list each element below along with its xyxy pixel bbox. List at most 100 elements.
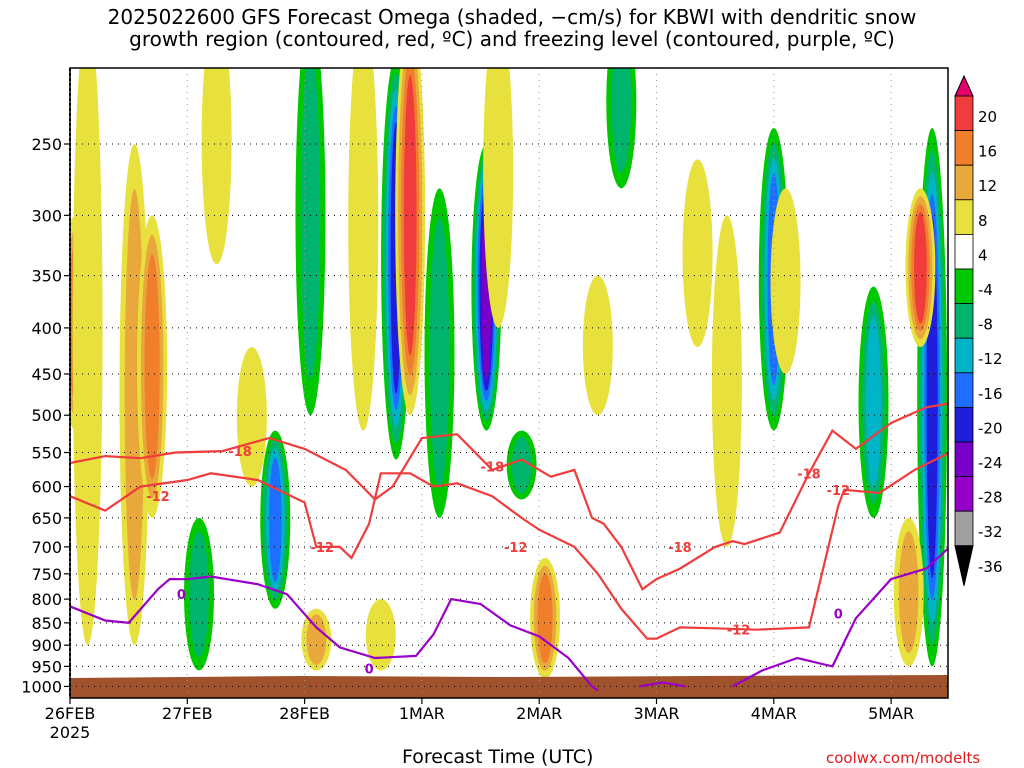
contour-lines: -18 -18 -18 -18 -12 -12 -12 -12 -12 0 0 0 (70, 402, 948, 692)
omega-cell (483, 68, 514, 328)
colorbar-label: -24 (978, 454, 1003, 472)
omega-cell (511, 436, 532, 494)
x-axis-ticks: 26FEB 27FEB 28FEB 1MAR 2MAR 3MAR 4MAR 5MAR 2025 (45, 698, 914, 742)
omega-cell (582, 275, 613, 416)
y-tick-label: 700 (31, 538, 62, 557)
omega-cell (306, 614, 327, 665)
colorbar-label: -28 (978, 489, 1003, 507)
contour-freezing_0b (638, 681, 686, 688)
y-tick-label: 650 (31, 509, 62, 528)
omega-cell (898, 531, 919, 653)
omega-cell (300, 68, 321, 380)
y-tick-label: 900 (31, 636, 62, 655)
x-tick-label: 2MAR (516, 704, 562, 723)
omega-cell (682, 159, 713, 347)
contour-label: -18 (797, 467, 821, 482)
contour-label: -12 (146, 490, 170, 505)
title-line-1: 2025022600 GFS Forecast Omega (shaded, −… (107, 5, 917, 29)
colorbar-label: -32 (978, 523, 1003, 541)
plot-frame (69, 67, 949, 699)
omega-cell (865, 316, 882, 489)
omega-cell (189, 531, 209, 657)
x-tick-label: 26FEB (45, 704, 96, 723)
x-year-label: 2025 (50, 723, 91, 742)
contour-label: -18 (668, 541, 692, 556)
y-tick-label: 400 (31, 319, 62, 338)
contour-label: -18 (481, 460, 505, 475)
colorbar: 20 16 12 8 4 -4 -8 -12 -16 -20 -24 -28 -32 -36 (954, 74, 1003, 586)
omega-cell (365, 599, 396, 671)
contour-label: -12 (310, 541, 334, 556)
colorbar-label: 20 (978, 108, 997, 126)
omega-cell (711, 215, 742, 547)
omega-cell (403, 75, 417, 356)
colorbar-top-arrow (954, 74, 974, 97)
y-tick-label: 350 (31, 267, 62, 286)
colorbar-label: 12 (978, 177, 997, 195)
colorbar-swatch (954, 130, 974, 166)
y-tick-label: 850 (31, 614, 62, 633)
colorbar-label: 8 (978, 212, 988, 230)
colorbar-label: -8 (978, 316, 993, 334)
colorbar-swatch (954, 406, 974, 443)
x-tick-label: 5MAR (868, 704, 914, 723)
x-tick-label: 28FEB (279, 704, 330, 723)
y-tick-label: 950 (31, 657, 62, 676)
contour-label: -12 (827, 484, 851, 499)
contour-label: -12 (504, 541, 528, 556)
y-tick-label: 500 (31, 406, 62, 425)
contour-dgz_minus18 (70, 402, 948, 591)
colorbar-label: -16 (978, 385, 1003, 403)
contour-label: -18 (228, 445, 252, 460)
y-tick-label: 450 (31, 365, 62, 384)
y-tick-label: 600 (31, 478, 62, 497)
y-tick-label: 1000 (21, 677, 62, 696)
contour-label: 0 (365, 662, 374, 677)
colorbar-swatch (954, 303, 974, 339)
colorbar-label: -20 (978, 419, 1003, 437)
colorbar-label: 16 (978, 143, 997, 161)
omega-cell (348, 68, 379, 431)
x-tick-label: 4MAR (751, 704, 797, 723)
contour-label: 0 (834, 608, 843, 623)
omega-cell (201, 68, 232, 265)
credit-link[interactable]: coolwx.com/modelts (826, 749, 981, 767)
y-tick-label: 300 (31, 206, 62, 225)
omega-cell (144, 254, 160, 479)
x-axis-title: Forecast Time (UTC) (402, 746, 594, 768)
x-tick-label: 3MAR (633, 704, 679, 723)
omega-cell (537, 573, 553, 664)
title-line-2: growth region (contoured, red, ºC) and f… (129, 27, 895, 51)
x-tick-label: 1MAR (399, 704, 445, 723)
omega-cell (429, 218, 450, 489)
colorbar-label: -4 (978, 281, 993, 299)
colorbar-label: 4 (978, 246, 988, 264)
colorbar-swatch (954, 268, 974, 304)
colorbar-label: -12 (978, 350, 1003, 368)
contour-dgz_minus12 (70, 452, 948, 640)
omega-shading (70, 68, 948, 679)
omega-cell (236, 346, 267, 487)
omega-cell (72, 68, 103, 646)
y-tick-label: 250 (31, 135, 62, 154)
colorbar-swatch (954, 510, 974, 547)
colorbar-swatch (954, 233, 974, 270)
contour-freezing_0c (732, 547, 948, 688)
y-tick-label: 800 (31, 590, 62, 609)
grid-lines (69, 68, 948, 698)
contour-label: -12 (727, 624, 751, 639)
colorbar-swatch (954, 372, 974, 408)
colorbar-swatch (954, 441, 974, 477)
colorbar-bottom-arrow (954, 545, 974, 586)
x-tick-label: 27FEB (162, 704, 213, 723)
chart-title: 2025022600 GFS Forecast Omega (shaded, −… (0, 6, 1024, 50)
y-tick-label: 750 (31, 565, 62, 584)
colorbar-label: -36 (978, 558, 1003, 576)
colorbar-swatch (954, 164, 974, 201)
y-axis-ticks: 250 300 350 400 450 500 550 600 650 700 750 800 850 9… (21, 135, 70, 696)
omega-cell (770, 188, 801, 374)
contour-freezing_0 (70, 575, 599, 692)
y-tick-label: 550 (31, 444, 62, 463)
contour-label: 0 (177, 588, 186, 603)
